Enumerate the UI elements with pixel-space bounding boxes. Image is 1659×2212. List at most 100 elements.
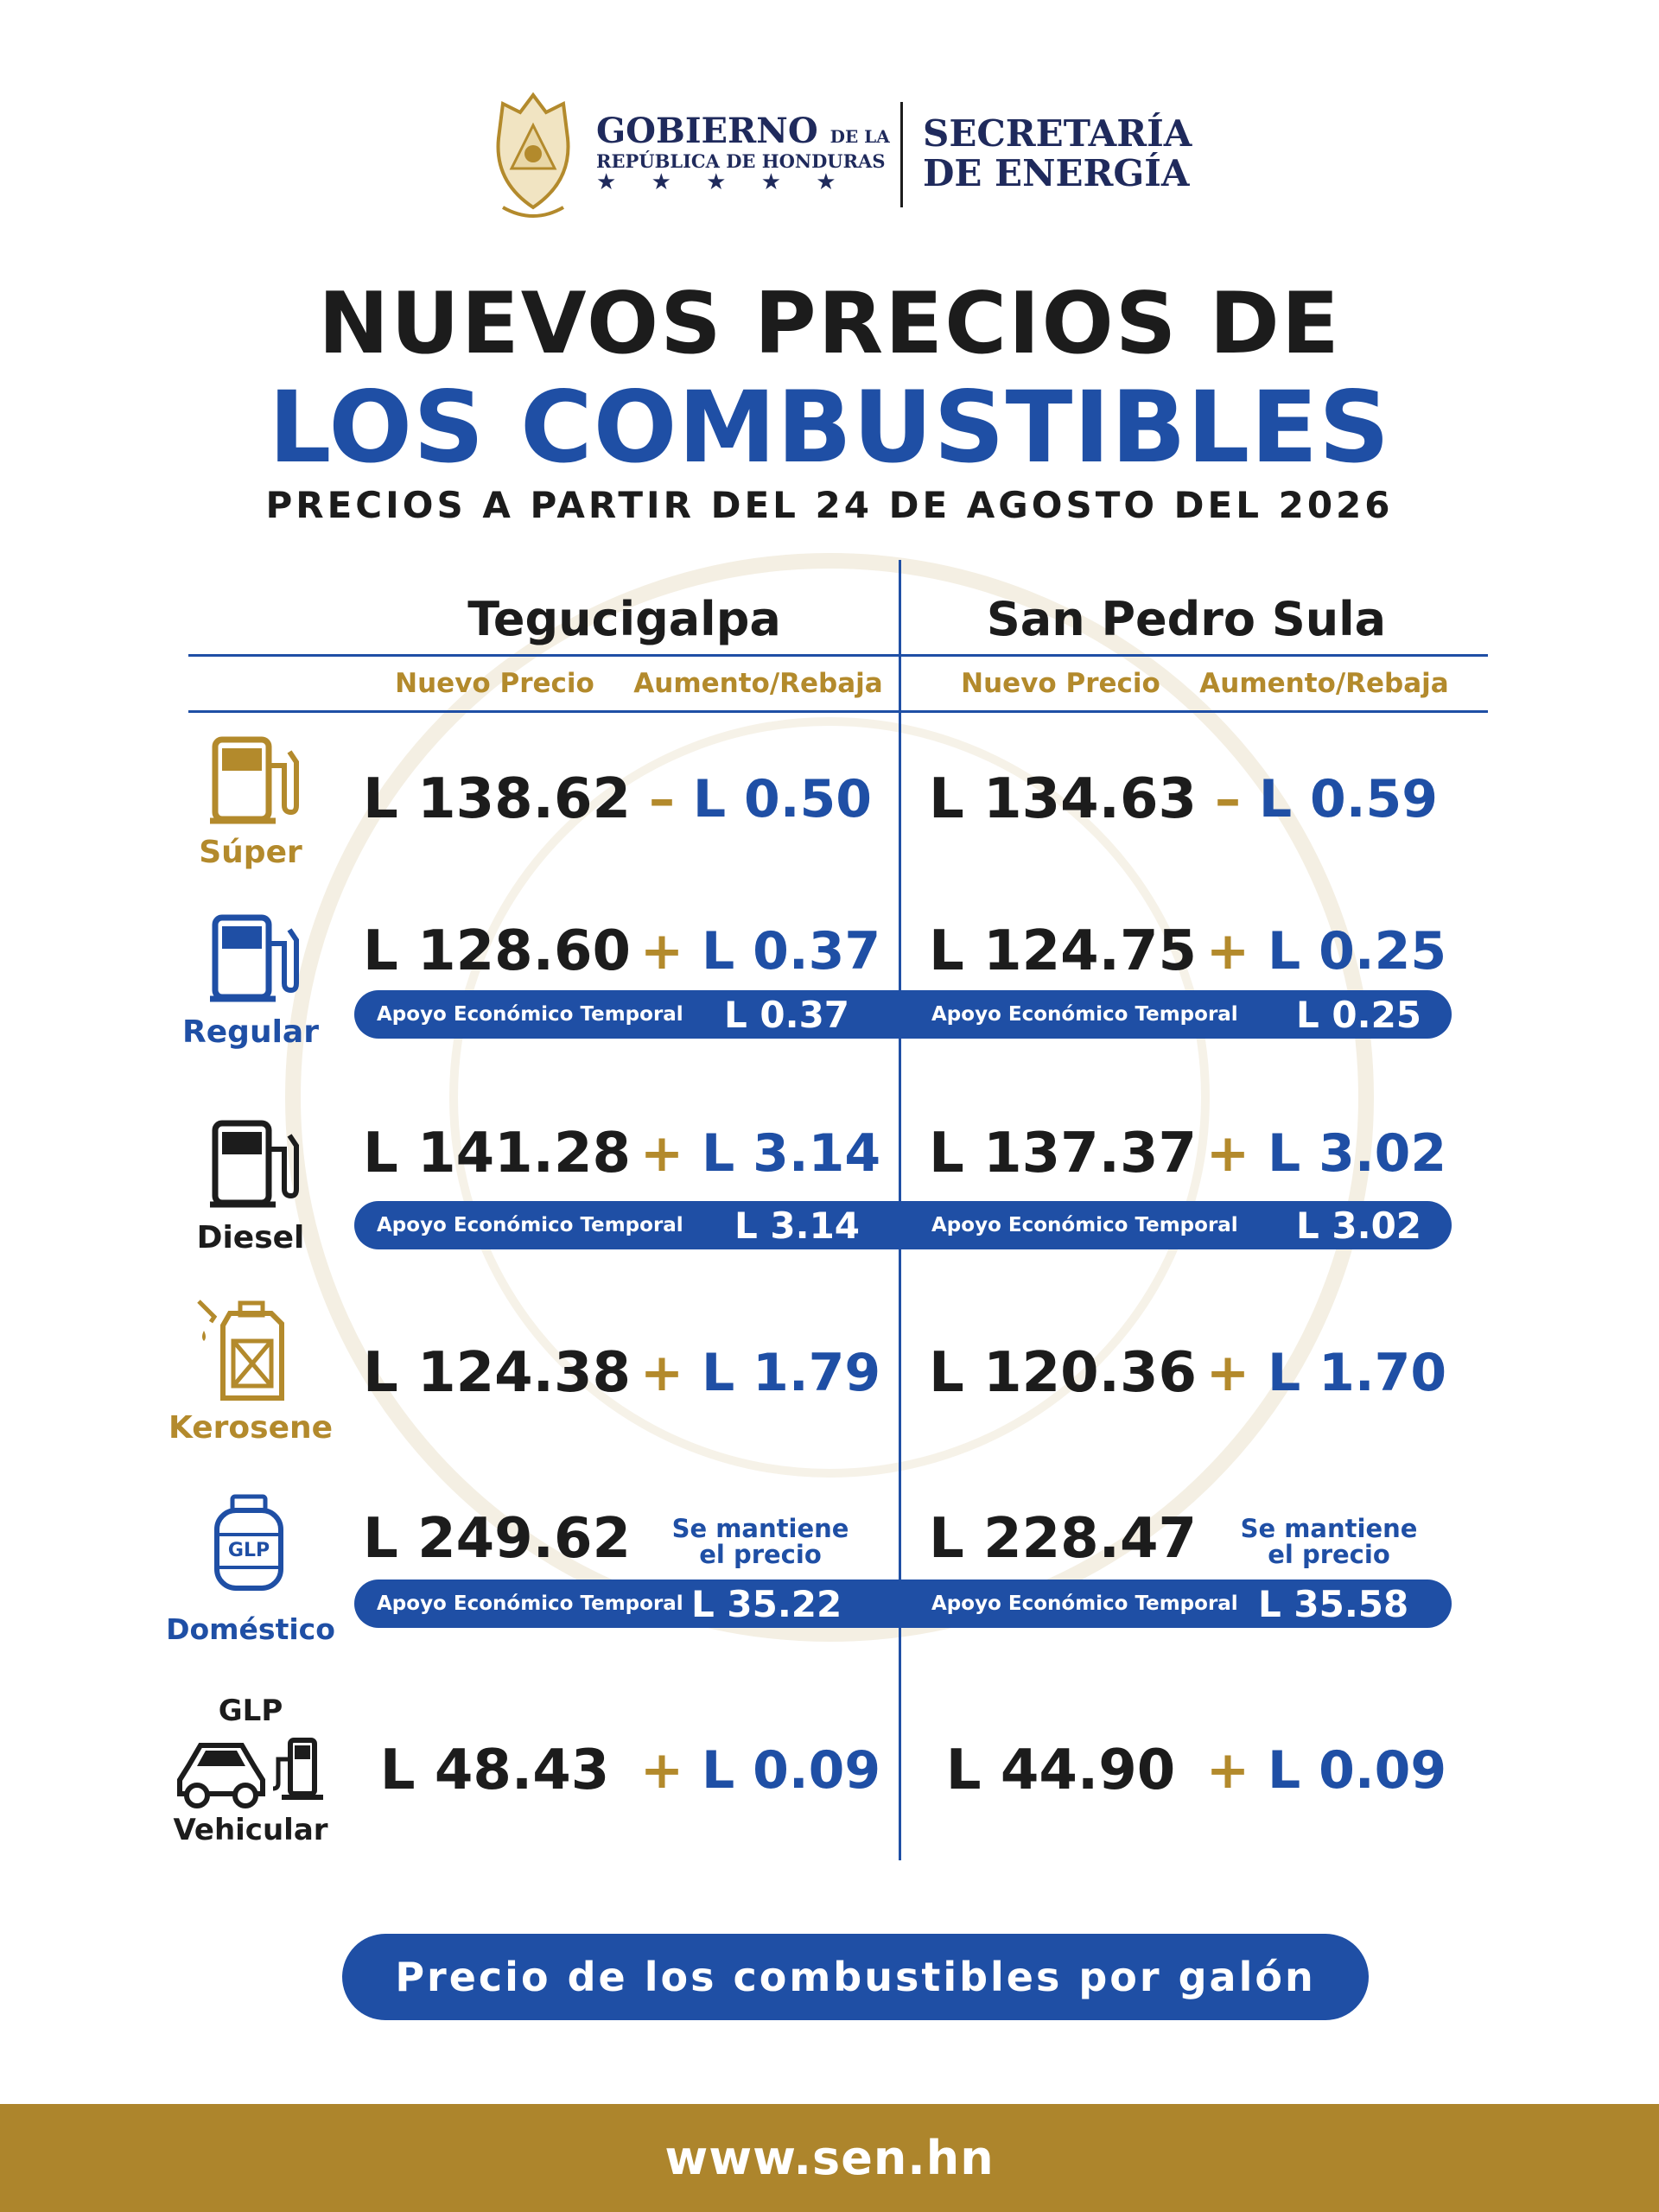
sps-price-diesel: L 137.37	[929, 1122, 1198, 1185]
keep-line1: Se mantiene	[1240, 1514, 1418, 1543]
tgu-keep-domestico: Se mantiene el precio	[657, 1516, 864, 1567]
gov-name-small: DE LA	[830, 126, 890, 147]
apoyo-label: Apoyo Económico Temporal	[931, 1214, 1238, 1236]
city-tegucigalpa: Tegucigalpa	[467, 592, 781, 646]
change-sign: +	[1205, 1123, 1250, 1184]
fuel-label-regular: Regular	[182, 1014, 319, 1050]
sps-price-regular: L 124.75	[929, 919, 1198, 983]
apoyo-bar-diesel: Apoyo Económico Temporal L 3.14 Apoyo Ec…	[354, 1201, 1452, 1249]
change-amount: L 1.70	[1268, 1343, 1447, 1403]
title-subtitle: PRECIOS A PARTIR DEL 24 DE AGOSTO DEL 20…	[265, 484, 1394, 526]
keep-line1: Se mantiene	[671, 1514, 849, 1543]
apoyo-label: Apoyo Económico Temporal	[931, 1592, 1238, 1615]
sps-change-diesel: + L 3.02	[1205, 1123, 1447, 1184]
tgu-price-kerosene: L 124.38	[363, 1341, 632, 1405]
fuel-label-kerosene: Kerosene	[168, 1410, 334, 1446]
apoyo-label: Apoyo Económico Temporal	[377, 1214, 683, 1236]
tgu-price-regular: L 128.60	[363, 919, 632, 983]
change-sign: –	[1214, 769, 1241, 830]
city-san-pedro-sula: San Pedro Sula	[986, 592, 1387, 646]
apoyo-label: Apoyo Económico Temporal	[377, 1003, 683, 1026]
gov-name: GOBIERNO	[596, 111, 818, 151]
apoyo-label: Apoyo Económico Temporal	[931, 1003, 1238, 1026]
fuel-label-super: Súper	[199, 835, 302, 870]
tgu-price-domestico: L 249.62	[363, 1507, 632, 1571]
gas-pump-icon	[210, 736, 300, 830]
watermark-seal-inner	[449, 717, 1210, 1478]
tgu-change-super: – L 0.50	[639, 769, 881, 830]
sps-aumento-head: Aumento/Rebaja	[1199, 668, 1449, 699]
sps-price-domestico: L 228.47	[929, 1507, 1198, 1571]
tgu-price-vehicular: L 48.43	[379, 1738, 610, 1802]
change-amount: L 1.79	[702, 1343, 881, 1403]
sps-change-super: – L 0.59	[1205, 769, 1447, 830]
change-sign: +	[639, 921, 684, 982]
change-amount: L 3.14	[702, 1123, 881, 1184]
change-amount: L 0.37	[702, 921, 881, 982]
keep-line2: el precio	[699, 1540, 822, 1569]
coat-of-arms-logo	[486, 86, 581, 220]
glp-icon-text: GLP	[227, 1540, 270, 1561]
gov-stars: ★ ★ ★ ★ ★	[596, 169, 850, 195]
sps-price-super: L 134.63	[929, 767, 1198, 831]
change-sign: +	[639, 1740, 684, 1801]
website-link[interactable]: www.sen.hn	[664, 2131, 995, 2185]
per-gallon-note: Precio de los combustibles por galón	[342, 1934, 1369, 2020]
apoyo-bar-domestico: Apoyo Económico Temporal L 35.22 Apoyo E…	[354, 1580, 1452, 1628]
header-divider	[900, 102, 903, 207]
sps-change-regular: + L 0.25	[1205, 921, 1447, 982]
fuel-label-glp: GLP	[218, 1694, 283, 1728]
change-sign: –	[648, 769, 675, 830]
tgu-aumento-head: Aumento/Rebaja	[633, 668, 883, 699]
sps-price-kerosene: L 120.36	[929, 1341, 1198, 1405]
change-amount: L 0.09	[702, 1740, 881, 1801]
change-sign: +	[1205, 1343, 1250, 1403]
secretaria-line2: DE ENERGÍA	[923, 152, 1190, 194]
tgu-change-regular: + L 0.37	[639, 921, 881, 982]
sps-apoyo-value: L 3.02	[1296, 1204, 1422, 1247]
tgu-change-diesel: + L 3.14	[639, 1123, 881, 1184]
sps-apoyo-value: L 35.58	[1258, 1582, 1409, 1625]
car-pump-icon	[173, 1733, 328, 1813]
secretaria-line1: SECRETARÍA	[923, 112, 1192, 155]
footer-bar: www.sen.hn	[0, 2104, 1659, 2212]
gov-republic: REPÚBLICA DE HONDURAS	[596, 150, 886, 172]
header-rule-top	[188, 654, 1488, 657]
change-sign: +	[1205, 921, 1250, 982]
fuel-label-diesel: Diesel	[196, 1220, 305, 1255]
keep-line2: el precio	[1268, 1540, 1390, 1569]
apoyo-bar-regular: Apoyo Económico Temporal L 0.37 Apoyo Ec…	[354, 990, 1452, 1039]
tgu-apoyo-value: L 0.37	[724, 993, 850, 1036]
change-sign: +	[639, 1343, 684, 1403]
sps-change-kerosene: + L 1.70	[1205, 1343, 1447, 1403]
change-amount: L 0.50	[692, 769, 873, 830]
change-amount: L 3.02	[1268, 1123, 1447, 1184]
change-amount: L 0.09	[1268, 1740, 1447, 1801]
tgu-change-vehicular: + L 0.09	[639, 1740, 881, 1801]
tgu-apoyo-value: L 3.14	[734, 1204, 861, 1247]
sps-nuevo-precio-head: Nuevo Precio	[961, 668, 1160, 699]
fuel-label-vehicular: Vehicular	[173, 1813, 328, 1847]
tgu-change-kerosene: + L 1.79	[639, 1343, 881, 1403]
gas-cylinder-icon: GLP	[212, 1493, 286, 1593]
change-sign: +	[1205, 1740, 1250, 1801]
sps-keep-domestico: Se mantiene el precio	[1225, 1516, 1433, 1567]
change-amount: L 0.25	[1268, 921, 1447, 982]
header-rule-bottom	[188, 710, 1488, 713]
title-line1: NUEVOS PRECIOS DE	[318, 275, 1341, 373]
apoyo-label: Apoyo Económico Temporal	[377, 1592, 683, 1615]
gas-pump-icon	[210, 1120, 300, 1213]
jerrycan-icon	[195, 1296, 299, 1408]
tgu-apoyo-value: L 35.22	[691, 1582, 842, 1625]
tgu-nuevo-precio-head: Nuevo Precio	[395, 668, 594, 699]
tgu-price-super: L 138.62	[363, 767, 632, 831]
sps-price-vehicular: L 44.90	[945, 1738, 1176, 1802]
sps-change-vehicular: + L 0.09	[1205, 1740, 1447, 1801]
gas-pump-icon	[210, 914, 300, 1007]
tgu-price-diesel: L 141.28	[363, 1122, 632, 1185]
change-amount: L 0.59	[1258, 769, 1439, 830]
change-sign: +	[639, 1123, 684, 1184]
fuel-label-domestico: Doméstico	[166, 1612, 335, 1646]
title-line2: LOS COMBUSTIBLES	[268, 370, 1391, 485]
sps-apoyo-value: L 0.25	[1296, 993, 1422, 1036]
